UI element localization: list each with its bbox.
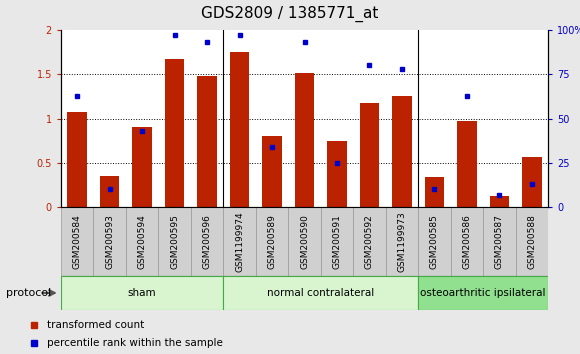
Text: normal contralateral: normal contralateral — [267, 288, 374, 298]
Bar — [165, 59, 184, 207]
Text: GSM200596: GSM200596 — [202, 214, 212, 269]
Bar — [132, 127, 152, 207]
Bar — [93, 207, 126, 276]
Bar — [67, 112, 87, 207]
Bar — [425, 177, 444, 207]
Bar — [61, 276, 223, 310]
Bar — [451, 207, 483, 276]
Bar — [327, 141, 347, 207]
Text: GSM200589: GSM200589 — [267, 214, 277, 269]
Bar — [256, 207, 288, 276]
Text: GSM200595: GSM200595 — [170, 214, 179, 269]
Bar — [360, 103, 379, 207]
Bar — [288, 207, 321, 276]
Text: GSM200584: GSM200584 — [72, 214, 82, 269]
Bar — [418, 207, 451, 276]
Bar — [321, 207, 353, 276]
Bar — [522, 156, 542, 207]
Text: GSM200590: GSM200590 — [300, 214, 309, 269]
Bar — [262, 136, 282, 207]
Bar — [230, 52, 249, 207]
Bar — [386, 207, 418, 276]
Text: GSM200586: GSM200586 — [462, 214, 472, 269]
Bar — [197, 76, 217, 207]
Text: GSM200588: GSM200588 — [527, 214, 536, 269]
Bar — [392, 96, 412, 207]
Text: GSM200585: GSM200585 — [430, 214, 439, 269]
Text: GSM200594: GSM200594 — [137, 214, 147, 269]
Bar — [516, 207, 548, 276]
Text: GDS2809 / 1385771_at: GDS2809 / 1385771_at — [201, 5, 379, 22]
Bar — [126, 207, 158, 276]
Text: GSM200592: GSM200592 — [365, 214, 374, 269]
Bar — [61, 207, 93, 276]
Text: transformed count: transformed count — [48, 320, 144, 330]
Bar — [457, 121, 477, 207]
Bar — [223, 207, 256, 276]
Text: protocol: protocol — [6, 288, 51, 298]
Text: GSM1199973: GSM1199973 — [397, 211, 407, 272]
Bar — [490, 196, 509, 207]
Text: GSM200593: GSM200593 — [105, 214, 114, 269]
Text: sham: sham — [128, 288, 157, 298]
Text: GSM200591: GSM200591 — [332, 214, 342, 269]
Bar — [483, 207, 516, 276]
Text: GSM1199974: GSM1199974 — [235, 211, 244, 272]
Text: GSM200587: GSM200587 — [495, 214, 504, 269]
Bar — [100, 176, 119, 207]
Text: percentile rank within the sample: percentile rank within the sample — [48, 338, 223, 348]
Bar — [191, 207, 223, 276]
Bar — [158, 207, 191, 276]
Bar — [295, 73, 314, 207]
Bar — [223, 276, 418, 310]
Text: osteoarthritic ipsilateral: osteoarthritic ipsilateral — [420, 288, 546, 298]
Bar — [418, 276, 548, 310]
Bar — [353, 207, 386, 276]
